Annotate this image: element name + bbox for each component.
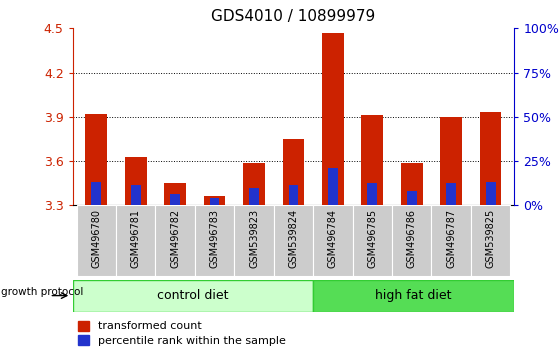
Bar (480, 113, 501, 205)
Bar (77, 205, 116, 276)
Bar (471, 205, 510, 276)
Bar (401, 162, 423, 205)
Bar (274, 205, 313, 276)
Bar (440, 117, 462, 205)
Title: GDS4010 / 10899979: GDS4010 / 10899979 (211, 9, 376, 24)
Bar (446, 183, 456, 205)
Text: GSM496786: GSM496786 (407, 209, 417, 268)
Text: GSM496785: GSM496785 (367, 209, 377, 268)
Bar (234, 205, 274, 276)
Bar (353, 205, 392, 276)
Bar (249, 188, 259, 205)
Bar (164, 183, 186, 205)
Bar (92, 182, 101, 205)
Bar (486, 182, 495, 205)
Text: GSM496780: GSM496780 (91, 209, 101, 268)
Bar (288, 185, 299, 205)
Text: GSM496787: GSM496787 (446, 209, 456, 268)
Text: growth protocol: growth protocol (2, 287, 84, 297)
Bar (243, 162, 265, 205)
Bar (407, 190, 416, 205)
Bar (204, 196, 225, 205)
Text: GSM539825: GSM539825 (486, 209, 496, 268)
Text: GSM539823: GSM539823 (249, 209, 259, 268)
Bar (210, 198, 220, 205)
Bar (170, 194, 180, 205)
Text: GSM496781: GSM496781 (131, 209, 141, 268)
Text: GSM496782: GSM496782 (170, 209, 180, 268)
Bar (362, 115, 383, 205)
Bar (322, 33, 344, 205)
Text: control diet: control diet (157, 289, 229, 302)
Bar (313, 205, 353, 276)
Text: GSM496783: GSM496783 (210, 209, 220, 268)
Bar (86, 114, 107, 205)
Bar (116, 205, 155, 276)
Bar (313, 280, 514, 312)
Bar (195, 205, 234, 276)
Text: GSM539824: GSM539824 (288, 209, 299, 268)
Bar (73, 280, 313, 312)
Text: GSM496784: GSM496784 (328, 209, 338, 268)
Legend: transformed count, percentile rank within the sample: transformed count, percentile rank withi… (78, 321, 286, 346)
Bar (131, 185, 141, 205)
Bar (328, 169, 338, 205)
Bar (392, 205, 432, 276)
Text: high fat diet: high fat diet (376, 289, 452, 302)
Bar (155, 205, 195, 276)
Bar (432, 205, 471, 276)
Bar (367, 183, 377, 205)
Bar (125, 156, 146, 205)
Bar (283, 139, 304, 205)
